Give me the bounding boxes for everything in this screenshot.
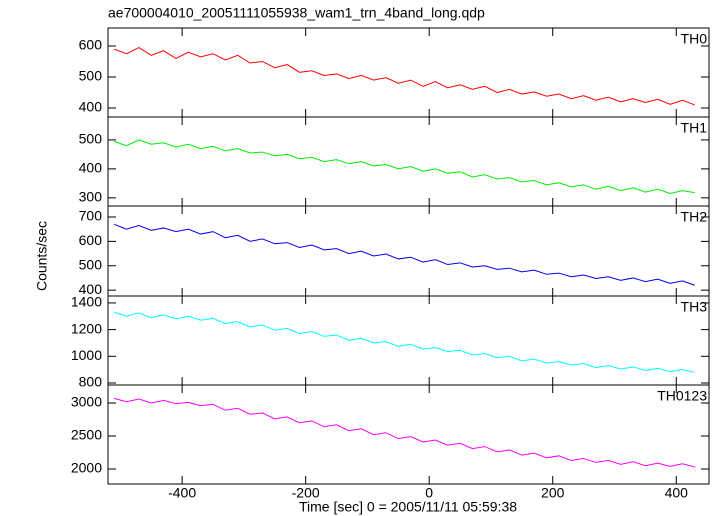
y-tick-label: 600 [79, 37, 103, 53]
y-tick-label: 1000 [71, 347, 102, 363]
data-line [113, 223, 695, 286]
y-tick-label: 600 [79, 232, 103, 248]
legend-label: TH3 [681, 299, 708, 315]
legend-label: TH0123 [657, 388, 707, 404]
legend-label: TH2 [681, 209, 708, 225]
data-line [114, 311, 695, 373]
y-tick-label: 1400 [71, 294, 102, 310]
legend-label: TH1 [681, 120, 708, 136]
x-axis-label: Time [sec] 0 = 2005/11/11 05:59:38 [299, 499, 517, 515]
x-tick-label: -200 [292, 485, 320, 501]
x-tick-label: -400 [168, 485, 196, 501]
y-tick-label: 800 [79, 374, 103, 390]
y-tick-label: 400 [79, 160, 103, 176]
panel-frame [107, 205, 710, 297]
data-line [114, 397, 695, 468]
y-tick-label: 500 [79, 68, 103, 84]
y-tick-label: 400 [79, 281, 103, 297]
chart-title: ae700004010_20051111055938_wam1_trn_4ban… [108, 5, 485, 21]
y-axis-label: Counts/sec [34, 221, 50, 291]
y-tick-label: 2000 [71, 460, 102, 476]
data-line [114, 46, 695, 106]
y-tick-label: 2500 [71, 427, 102, 443]
legend-label: TH0 [681, 31, 708, 47]
panel-frame [107, 27, 710, 118]
panel-frame [107, 295, 710, 386]
x-tick-label: 200 [541, 485, 565, 501]
y-tick-label: 500 [79, 131, 103, 147]
y-tick-label: 3000 [71, 394, 102, 410]
y-tick-label: 700 [79, 208, 103, 224]
x-tick-label: 0 [425, 485, 433, 501]
panel-frame [107, 384, 710, 485]
panel-frame [107, 116, 710, 207]
y-tick-label: 500 [79, 256, 103, 272]
x-tick-label: 400 [665, 485, 689, 501]
y-tick-label: 300 [79, 189, 103, 205]
y-tick-label: 1200 [71, 320, 102, 336]
y-tick-label: 400 [79, 99, 103, 115]
data-line [114, 139, 695, 195]
